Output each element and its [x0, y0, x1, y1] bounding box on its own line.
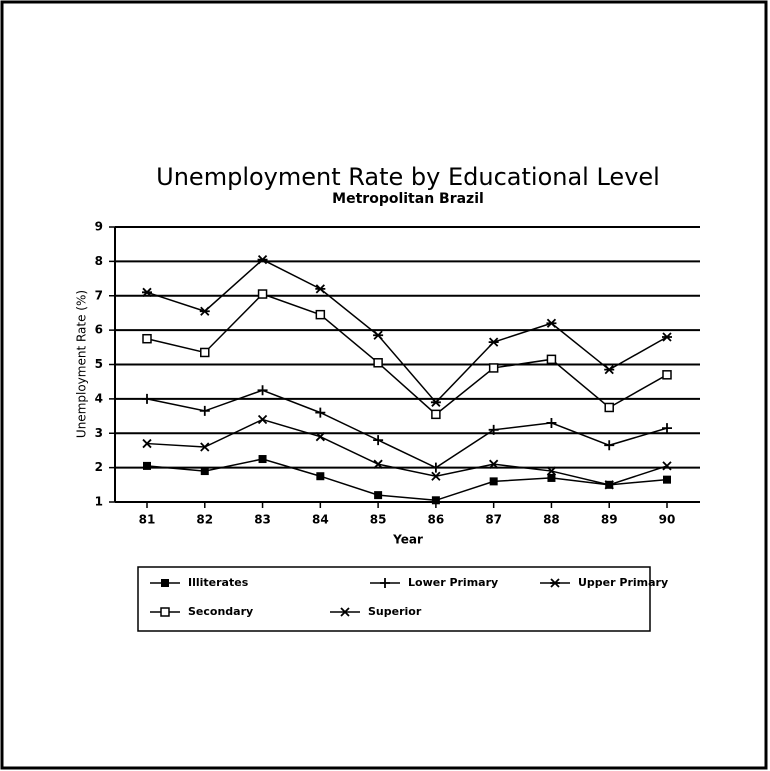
legend-label: Superior — [368, 605, 422, 618]
marker — [430, 462, 441, 473]
legend-marker — [340, 607, 350, 617]
marker — [200, 347, 210, 358]
marker — [604, 440, 615, 451]
marker — [488, 337, 499, 347]
marker — [488, 363, 499, 373]
marker — [662, 370, 672, 380]
marker — [315, 407, 326, 418]
marker — [199, 405, 210, 416]
x-tick-label: 83 — [254, 513, 271, 527]
marker — [431, 496, 440, 505]
marker — [200, 442, 210, 452]
marker — [373, 330, 384, 340]
y-tick-label: 3 — [95, 426, 103, 440]
y-tick-label: 4 — [95, 391, 103, 405]
legend-label: Upper Primary — [578, 576, 668, 589]
y-tick-label: 8 — [95, 254, 103, 268]
marker — [142, 438, 152, 449]
marker — [142, 287, 152, 297]
marker — [431, 471, 441, 481]
marker — [315, 309, 326, 320]
marker — [431, 409, 441, 420]
legend-label: Secondary — [188, 605, 253, 618]
marker — [257, 289, 268, 299]
series-line — [146, 418, 668, 486]
y-axis-label: Unemployment Rate (%) — [75, 290, 89, 438]
marker — [257, 414, 268, 425]
x-tick-label: 84 — [312, 513, 329, 527]
marker — [373, 358, 383, 368]
legend-label: Lower Primary — [408, 576, 498, 589]
marker — [662, 332, 672, 342]
y-tick-label: 1 — [95, 495, 103, 509]
marker — [142, 333, 152, 344]
legend-marker — [160, 607, 170, 617]
marker — [546, 417, 557, 428]
legend-box — [137, 566, 651, 632]
marker — [315, 284, 326, 294]
marker — [662, 461, 672, 471]
marker — [488, 424, 499, 435]
chart-subtitle: Metropolitan Brazil — [332, 191, 484, 207]
marker — [373, 435, 384, 446]
y-tick-label: 2 — [95, 460, 103, 474]
series-line — [146, 258, 668, 404]
marker — [546, 354, 557, 365]
marker — [489, 459, 499, 469]
marker — [489, 477, 498, 486]
marker — [604, 480, 614, 490]
marker — [374, 491, 383, 500]
y-tick-label: 6 — [95, 323, 103, 337]
marker — [662, 423, 672, 434]
series-line — [146, 389, 668, 469]
marker — [142, 393, 152, 404]
marker — [257, 255, 268, 265]
y-tick-label: 9 — [95, 220, 103, 234]
x-tick-label: 86 — [428, 513, 445, 527]
legend-marker — [550, 578, 560, 588]
chart-title: Unemployment Rate by Educational Level — [156, 163, 660, 191]
series-line — [146, 293, 668, 416]
marker — [143, 461, 151, 470]
legend-marker — [161, 579, 169, 587]
x-tick-label: 82 — [196, 513, 213, 527]
marker — [315, 432, 325, 442]
x-axis-label: Year — [392, 533, 423, 547]
marker — [316, 472, 325, 481]
marker — [546, 318, 557, 328]
marker — [258, 455, 267, 464]
marker — [547, 473, 556, 482]
series-line — [146, 458, 668, 502]
marker — [604, 402, 614, 413]
marker — [546, 466, 557, 476]
marker — [604, 365, 615, 375]
x-tick-label: 87 — [485, 513, 502, 527]
marker — [257, 385, 268, 396]
marker — [663, 475, 671, 484]
legend-marker — [380, 578, 390, 588]
marker — [430, 397, 441, 407]
y-tick-label: 7 — [95, 288, 103, 302]
x-tick-label: 90 — [659, 513, 676, 527]
x-tick-label: 89 — [601, 513, 618, 527]
marker — [199, 306, 210, 316]
marker — [373, 459, 383, 469]
legend-label: Illiterates — [188, 576, 249, 589]
marker — [200, 467, 209, 476]
x-tick-label: 81 — [139, 513, 156, 527]
x-tick-label: 85 — [370, 513, 387, 527]
y-tick-label: 5 — [95, 357, 103, 371]
x-tick-label: 88 — [543, 513, 560, 527]
